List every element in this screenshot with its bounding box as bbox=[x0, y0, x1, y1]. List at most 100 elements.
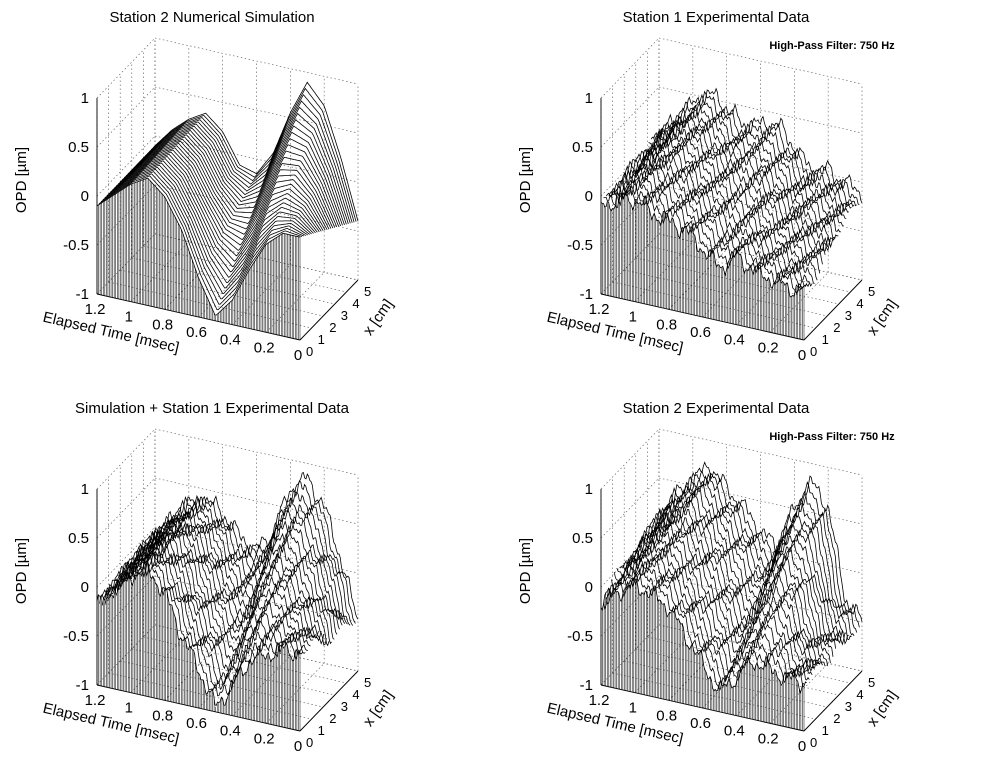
surface-curve bbox=[118, 153, 322, 257]
x-tick-label: 1 bbox=[318, 332, 325, 347]
surface-curve bbox=[119, 151, 324, 251]
t-tick-label: 0.4 bbox=[220, 723, 241, 740]
surface-stems bbox=[600, 191, 805, 340]
z-tick-label: 0 bbox=[81, 579, 89, 596]
grid-line bbox=[635, 648, 839, 696]
surface-curve bbox=[104, 553, 308, 685]
t-tick-label: 0.8 bbox=[152, 316, 173, 333]
surface-curves bbox=[600, 87, 863, 298]
panel-title: Station 2 Experimental Data bbox=[623, 400, 810, 417]
surface-curve bbox=[600, 577, 805, 694]
grid-line bbox=[154, 135, 359, 183]
surface-curve bbox=[141, 125, 345, 226]
grid-line bbox=[131, 648, 335, 696]
x-tick-label: 5 bbox=[868, 284, 875, 299]
surface-curve bbox=[123, 147, 328, 241]
surface-curve bbox=[624, 532, 829, 667]
surface-stems bbox=[96, 561, 301, 731]
x-axis-label: x [cm] bbox=[360, 296, 397, 339]
x-tick-label: 4 bbox=[856, 687, 863, 702]
surface-curve bbox=[99, 554, 303, 697]
t-tick-label: 0.4 bbox=[724, 723, 745, 740]
x-axis-line bbox=[299, 670, 359, 732]
z-tick-label: -0.5 bbox=[567, 237, 593, 254]
z-tick-label: 1 bbox=[585, 90, 593, 107]
surface-curve bbox=[123, 531, 327, 646]
surface-curve bbox=[104, 168, 308, 294]
surface-curve bbox=[96, 560, 301, 707]
surface-curve bbox=[143, 119, 347, 225]
z-tick-label: -0.5 bbox=[63, 628, 89, 645]
grid-line bbox=[130, 241, 190, 302]
z-tick-label: 0.5 bbox=[572, 139, 593, 156]
t-tick-label: 0.4 bbox=[724, 332, 745, 349]
grid-line bbox=[658, 86, 863, 134]
t-tick-label: 1 bbox=[125, 309, 133, 326]
surface-curve bbox=[148, 100, 353, 223]
x-tick-label: 1 bbox=[822, 332, 829, 347]
panel-note: High-Pass Filter: 750 Hz bbox=[769, 431, 895, 443]
t-tick-label: 0.6 bbox=[690, 324, 711, 341]
surface-curve bbox=[656, 469, 860, 628]
z-axis-label: OPD [µm] bbox=[517, 147, 534, 213]
grid-line bbox=[96, 624, 156, 686]
grid-line bbox=[96, 428, 156, 490]
surface-curve bbox=[139, 130, 343, 226]
surface-curve bbox=[629, 144, 834, 252]
surface-stems bbox=[600, 578, 805, 731]
surface-stems bbox=[96, 178, 301, 340]
x-tick-label: 5 bbox=[364, 284, 371, 299]
grid-line bbox=[600, 477, 660, 539]
x-tick-label: 5 bbox=[364, 675, 371, 690]
x-tick-label: 2 bbox=[833, 711, 840, 726]
surface-curve bbox=[624, 153, 829, 256]
t-tick-label: 1 bbox=[629, 700, 637, 717]
z-tick-label: 0.5 bbox=[68, 139, 89, 156]
grid-line bbox=[154, 37, 359, 85]
grid-line bbox=[131, 257, 335, 305]
x-tick-label: 2 bbox=[833, 320, 840, 335]
grid-line bbox=[96, 86, 156, 148]
surface-curve bbox=[645, 487, 849, 645]
z-tick-label: 0.5 bbox=[68, 530, 89, 547]
surface-curve bbox=[114, 158, 318, 268]
x-axis-label: x [cm] bbox=[864, 296, 901, 339]
t-tick-label: 0.2 bbox=[758, 339, 779, 356]
surface-curve bbox=[127, 143, 332, 230]
surface-curve bbox=[613, 170, 818, 281]
x-tick-label: 3 bbox=[845, 699, 852, 714]
surface-curve bbox=[110, 162, 314, 278]
surface-curve bbox=[133, 136, 338, 228]
x-axis-line bbox=[803, 670, 863, 732]
t-tick-label: 0 bbox=[294, 738, 302, 755]
surface-curve bbox=[621, 535, 826, 667]
t-tick-label: 0.2 bbox=[758, 730, 779, 747]
surface-curve bbox=[144, 500, 348, 625]
grid-line bbox=[96, 233, 156, 295]
surface-curve bbox=[616, 546, 821, 672]
surface-curve bbox=[146, 496, 351, 626]
z-axis-label: OPD [µm] bbox=[13, 147, 30, 213]
surface-curve bbox=[656, 90, 860, 206]
surface-curve bbox=[129, 140, 334, 229]
panel-title: Simulation + Station 1 Experimental Data bbox=[75, 400, 350, 417]
grid-line bbox=[634, 632, 694, 693]
z-tick-label: 1 bbox=[585, 481, 593, 498]
t-tick-label: 0.8 bbox=[656, 316, 677, 333]
x-tick-label: 4 bbox=[352, 296, 359, 311]
t-tick-label: 0 bbox=[294, 347, 302, 364]
x-tick-label: 0 bbox=[306, 735, 313, 750]
surface-curve bbox=[603, 569, 807, 690]
t-tick-label: 0.8 bbox=[656, 707, 677, 724]
t-tick-label: 1 bbox=[629, 309, 637, 326]
surface-curve bbox=[96, 177, 301, 316]
surface-curve bbox=[121, 149, 326, 246]
t-tick-label: 0 bbox=[798, 347, 806, 364]
surface-curve bbox=[600, 189, 805, 298]
surface-curve bbox=[131, 520, 335, 640]
z-axis-label: OPD [µm] bbox=[517, 538, 534, 604]
